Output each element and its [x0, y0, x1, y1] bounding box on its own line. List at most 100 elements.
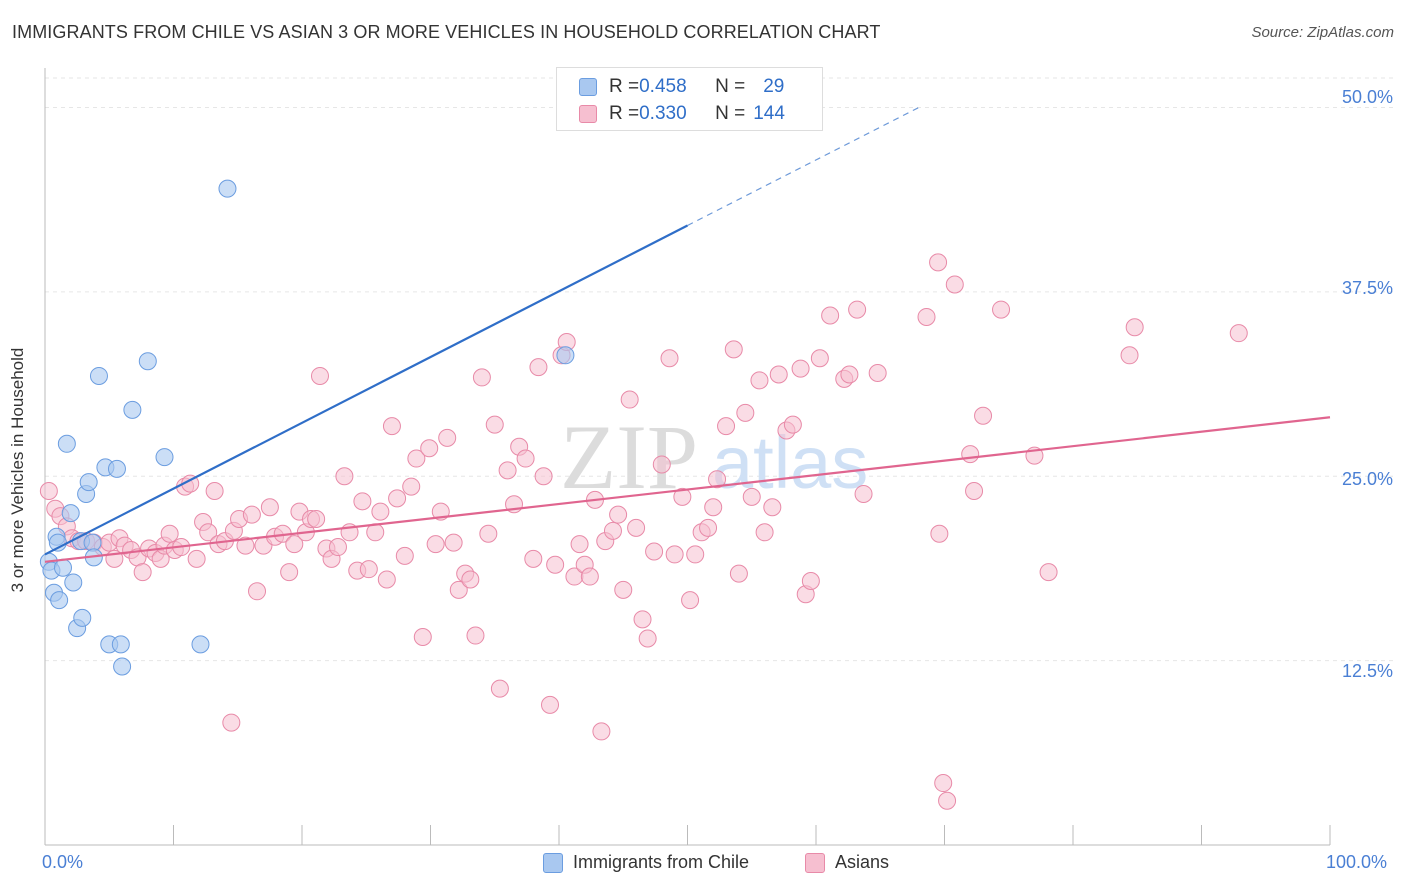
asians-point — [335, 467, 354, 486]
asians-point — [1229, 324, 1248, 343]
chile-point — [556, 346, 575, 365]
chile-trend-line — [44, 224, 689, 556]
asians-point — [686, 545, 705, 564]
correlation-legend: R = 0.458 N = 29 R = 0.330 N = 144 — [556, 67, 823, 131]
axes — [44, 68, 1331, 846]
chile-point — [50, 591, 69, 610]
legend-n-label: N = — [715, 76, 746, 97]
asians-point — [160, 524, 179, 543]
y-tick-label: 12.5% — [1341, 661, 1393, 681]
chile-point — [57, 434, 76, 453]
source-label: Source: ZipAtlas.com — [1251, 24, 1394, 41]
chile-point — [53, 558, 72, 577]
grid-lines — [45, 77, 1395, 662]
chile-point — [111, 635, 130, 654]
asians-point — [479, 524, 498, 543]
legend-row-asians: R = 0.330 N = 144 — [579, 101, 785, 127]
legend-n-value: 29 — [763, 76, 785, 97]
watermark: ZIP atlas — [560, 406, 868, 508]
asians-point — [242, 505, 261, 524]
asians-point — [498, 461, 517, 480]
asians-point — [717, 417, 736, 436]
asians-point — [133, 563, 152, 582]
y-tick-label: 37.5% — [1341, 278, 1393, 298]
asians-point — [929, 253, 948, 272]
asians-point — [938, 791, 957, 810]
asians-point — [665, 545, 684, 564]
chile-point — [123, 400, 142, 419]
chile-point — [138, 352, 157, 371]
asians-point — [660, 349, 679, 368]
asians-point — [638, 629, 657, 648]
asians-point — [359, 560, 378, 579]
asians-point — [708, 470, 727, 489]
asians-point — [407, 449, 426, 468]
bottom-legend-asians: Asians — [805, 852, 889, 873]
asians-point — [627, 518, 646, 537]
chile-point — [61, 504, 80, 523]
asians-point — [205, 482, 224, 500]
asians-point — [236, 536, 255, 555]
asians-point — [524, 549, 543, 568]
asians-point — [529, 358, 548, 377]
asians-point — [763, 498, 782, 517]
asians-point — [534, 467, 553, 486]
asians-point — [652, 455, 671, 474]
asians-trend-line — [44, 416, 1331, 563]
asians-point — [633, 610, 652, 629]
asians-point — [570, 535, 589, 554]
asians-point — [945, 275, 964, 294]
asians-point — [603, 521, 622, 540]
chile-point — [191, 635, 210, 654]
legend-r-label: R = — [609, 76, 640, 97]
x-tick-label-min: 0.0% — [42, 852, 84, 872]
bottom-legend-chile: Immigrants from Chile — [543, 852, 749, 873]
asians-point — [546, 555, 565, 574]
legend-n-label: N = — [715, 103, 746, 124]
chile-point — [79, 473, 98, 492]
asians-point — [310, 366, 329, 385]
asians-point — [420, 439, 439, 458]
chile-point — [73, 608, 92, 627]
asians-point — [377, 570, 396, 589]
legend-r-value: 0.330 — [639, 103, 687, 124]
asians-point — [413, 628, 432, 647]
asians-point — [673, 487, 692, 506]
chile-points — [39, 179, 575, 676]
asians-point — [222, 713, 241, 732]
asians-point — [917, 307, 936, 326]
asians-point — [750, 371, 769, 390]
x-tick-label-max: 100.0% — [1326, 852, 1388, 872]
asians-point — [930, 524, 949, 543]
chile-point — [107, 459, 126, 478]
asians-point — [974, 406, 993, 425]
asians-point — [783, 415, 802, 434]
asians-point — [868, 364, 887, 382]
asians-point — [848, 300, 867, 319]
asians-point — [681, 591, 700, 610]
bottom-legend-label: Asians — [835, 852, 890, 872]
asians-point — [39, 482, 58, 500]
asians-point — [280, 563, 299, 582]
asians-point — [791, 359, 810, 378]
legend-r-value: 0.458 — [639, 76, 687, 97]
asians-point — [285, 535, 304, 554]
asians-point — [699, 518, 718, 537]
asians-point — [614, 580, 633, 599]
asians-point — [485, 415, 504, 434]
asians-point — [248, 582, 267, 601]
legend-swatch-blue — [579, 78, 597, 96]
asians-point — [961, 445, 980, 464]
asians-point — [438, 428, 457, 447]
legend-r-label: R = — [609, 103, 640, 124]
asians-point — [307, 510, 326, 529]
asians-point — [444, 533, 463, 552]
asians-point — [402, 477, 421, 496]
asians-point — [840, 365, 859, 384]
asians-point — [742, 487, 761, 506]
asians-point — [1125, 318, 1144, 337]
asians-point — [382, 417, 401, 436]
asians-point — [580, 567, 599, 586]
asians-point — [736, 403, 755, 422]
